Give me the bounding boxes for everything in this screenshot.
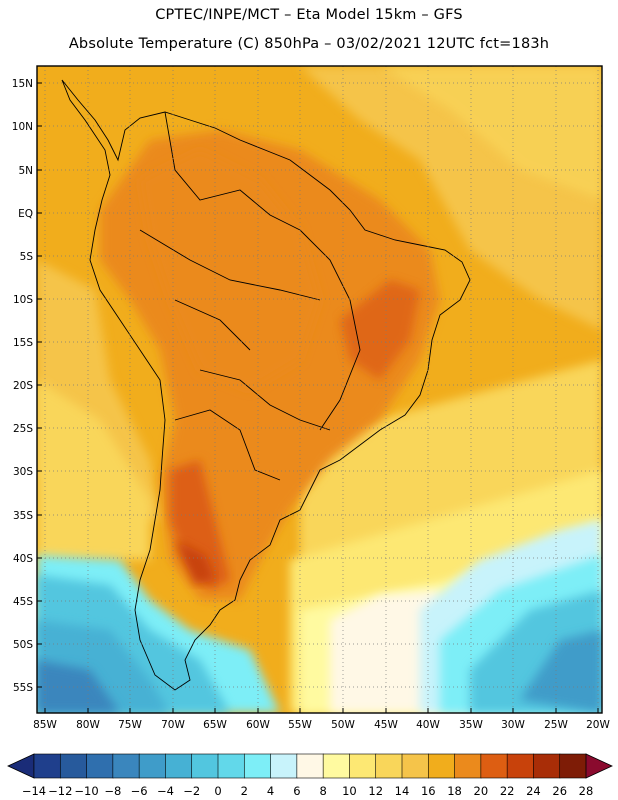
colorbar-swatch <box>375 753 403 779</box>
colorbar-swatch <box>427 753 456 779</box>
colorbar-swatch <box>33 753 61 779</box>
colorbar: −14 −12 −10 −8 −6 −4 −2 0 2 4 6 8 10 12 14 16 18 20 22 24 26… <box>7 753 613 798</box>
lon-label: 70W <box>161 719 185 731</box>
lat-label: 5N <box>18 165 33 177</box>
map-frame <box>36 65 603 714</box>
map-title: CPTEC/INPE/MCT – Eta Model 15km – GFS <box>155 7 463 23</box>
lon-label: 75W <box>118 719 142 731</box>
colorbar-swatch <box>243 753 272 779</box>
lon-label: 80W <box>76 719 100 731</box>
colorbar-swatch <box>401 753 429 779</box>
lat-label: 45S <box>13 596 33 608</box>
colorbar-swatch <box>86 753 114 779</box>
colorbar-label: −4 <box>157 784 174 798</box>
colorbar-overflow-arrow <box>585 753 613 779</box>
lon-label: 60W <box>246 719 270 731</box>
colorbar-swatch <box>138 753 167 779</box>
colorbar-label: −10 <box>74 784 98 798</box>
lat-label: 30S <box>13 466 33 478</box>
colorbar-swatch <box>165 753 193 779</box>
lon-label: 30W <box>501 719 525 731</box>
lat-label: 55S <box>13 682 33 694</box>
colorbar-label: 16 <box>421 784 436 798</box>
lat-label: 50S <box>13 639 33 651</box>
lat-label: 20S <box>13 380 33 392</box>
longitude-axis: 85W 80W 75W 70W 65W 60W 55W 50W 45W 40W … <box>33 708 610 731</box>
colorbar-label: 18 <box>447 784 462 798</box>
colorbar-label: 10 <box>342 784 357 798</box>
colorbar-swatch <box>270 753 298 779</box>
lon-label: 65W <box>203 719 227 731</box>
colorbar-swatch <box>112 753 140 779</box>
colorbar-swatch <box>533 753 561 779</box>
colorbar-label: −8 <box>104 784 121 798</box>
colorbar-swatch <box>559 753 587 779</box>
lon-label: 45W <box>374 719 398 731</box>
colorbar-swatch <box>349 753 377 779</box>
colorbar-swatch <box>322 753 351 779</box>
colorbar-label: −12 <box>48 784 72 798</box>
colorbar-label: 28 <box>579 784 594 798</box>
colorbar-label: −2 <box>183 784 200 798</box>
latitude-axis: 15N 10N 5N EQ 5S 10S 15S 20S 25S 30S 35S… <box>12 78 42 694</box>
colorbar-label: 4 <box>267 784 274 798</box>
colorbar-label: −6 <box>131 784 148 798</box>
colorbar-label: 26 <box>552 784 567 798</box>
colorbar-label: 22 <box>500 784 515 798</box>
colorbar-swatch <box>191 753 219 779</box>
temperature-field <box>37 66 602 713</box>
colorbar-label: 20 <box>474 784 489 798</box>
lat-label: EQ <box>18 208 33 220</box>
lat-label: 10S <box>13 294 33 306</box>
lat-label: 25S <box>13 423 33 435</box>
lat-label: 10N <box>12 121 33 133</box>
lat-label: 35S <box>13 510 33 522</box>
colorbar-label: 24 <box>526 784 541 798</box>
colorbar-label: 14 <box>395 784 410 798</box>
colorbar-swatch <box>59 753 88 779</box>
colorbar-label: 2 <box>241 784 248 798</box>
colorbar-label: 0 <box>214 784 221 798</box>
lat-label: 15S <box>13 337 33 349</box>
colorbar-swatch <box>480 753 508 779</box>
colorbar-label: 12 <box>368 784 383 798</box>
colorbar-label: 8 <box>319 784 326 798</box>
colorbar-label: 6 <box>293 784 300 798</box>
lat-label: 40S <box>13 553 33 565</box>
lon-label: 50W <box>331 719 355 731</box>
colorbar-swatch <box>296 753 324 779</box>
map-subtitle: Absolute Temperature (C) 850hPa – 03/02/… <box>68 36 550 52</box>
colorbar-underflow-arrow <box>7 753 35 779</box>
colorbar-swatch <box>506 753 535 779</box>
lon-label: 20W <box>586 719 610 731</box>
colorbar-swatch <box>217 753 245 779</box>
lon-label: 85W <box>33 719 57 731</box>
lat-label: 15N <box>12 78 33 90</box>
lon-label: 40W <box>416 719 440 731</box>
colorbar-label: −14 <box>22 784 46 798</box>
lat-label: 5S <box>20 251 34 263</box>
lon-label: 25W <box>544 719 568 731</box>
colorbar-swatch <box>454 753 482 779</box>
lon-label: 55W <box>288 719 312 731</box>
lon-label: 35W <box>459 719 483 731</box>
